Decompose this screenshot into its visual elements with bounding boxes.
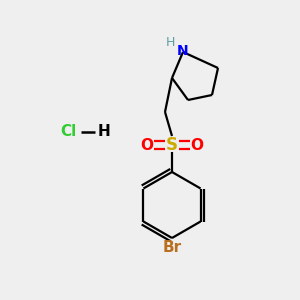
Text: Cl: Cl <box>60 124 76 140</box>
Text: H: H <box>98 124 110 140</box>
Text: Br: Br <box>162 240 182 255</box>
Text: O: O <box>190 137 203 152</box>
Text: S: S <box>166 136 178 154</box>
Text: N: N <box>177 44 189 58</box>
Text: O: O <box>140 137 154 152</box>
Text: H: H <box>165 35 175 49</box>
